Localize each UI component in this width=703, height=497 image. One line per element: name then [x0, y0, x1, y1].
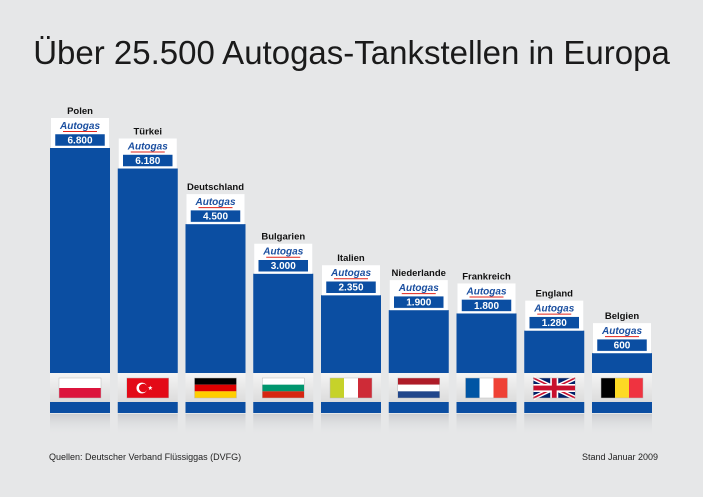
bar-footer — [117, 402, 178, 413]
bar-reflection — [185, 414, 246, 436]
autogas-logo-text: Autogas — [330, 268, 371, 279]
bar-england — [524, 330, 585, 373]
value-label: 4.500 — [203, 212, 228, 223]
turkey-flag — [126, 377, 169, 399]
bar-footer — [50, 402, 110, 413]
value-label: 1.800 — [474, 301, 499, 312]
chart-title: Über 25.500 Autogas-Tankstellen in Europ… — [33, 34, 670, 71]
bar-reflection — [117, 414, 178, 436]
bar-reflection — [253, 414, 314, 436]
value-box — [325, 280, 377, 294]
bar-bulgarien — [253, 273, 314, 373]
bar-footer — [592, 402, 652, 413]
bar-footer — [185, 402, 246, 413]
bar-reflection — [388, 414, 449, 436]
bar-belgien — [592, 353, 652, 373]
value-label: 1.900 — [406, 298, 431, 309]
bar-reflection — [524, 414, 585, 436]
value-box — [461, 299, 512, 312]
france-flag — [465, 377, 508, 399]
category-label: Belgien — [605, 311, 640, 322]
value-label: 6.180 — [135, 156, 160, 167]
category-label: Polen — [67, 106, 93, 117]
bar-footer — [253, 402, 314, 413]
value-box — [122, 154, 173, 167]
bar-frankreich — [456, 313, 517, 373]
autogas-logo-text: Autogas — [533, 304, 574, 315]
value-box — [258, 259, 309, 272]
category-label: Bulgarien — [261, 232, 305, 243]
bulgaria-flag — [262, 377, 305, 399]
autogas-logo-text: Autogas — [127, 142, 168, 153]
category-label: Türkei — [133, 127, 162, 138]
bar-deutschland — [185, 224, 246, 373]
bar-footer — [524, 402, 585, 413]
bar-niederlande — [388, 310, 449, 373]
value-box — [529, 316, 580, 329]
autogas-logo-text: Autogas — [466, 286, 507, 297]
italy-flag — [329, 377, 373, 399]
netherlands-flag — [397, 377, 440, 399]
value-label: 2.350 — [338, 283, 363, 294]
bar-reflection — [321, 414, 381, 436]
category-label: Deutschland — [187, 182, 244, 193]
poland-flag — [58, 377, 102, 399]
category-label: England — [536, 289, 574, 300]
uk-flag — [532, 375, 577, 401]
bar-reflection — [50, 414, 110, 436]
bar-footer — [456, 402, 517, 413]
value-box — [596, 338, 648, 352]
value-box — [393, 295, 444, 309]
value-label: 1.280 — [542, 318, 567, 329]
autogas-logo-text: Autogas — [398, 283, 439, 294]
value-label: 600 — [614, 341, 631, 352]
category-label: Frankreich — [462, 271, 511, 282]
category-label: Italien — [337, 253, 365, 264]
bar-reflection — [456, 414, 517, 436]
source-note: Quellen: Deutscher Verband Flüssiggas (D… — [49, 452, 242, 462]
autogas-logo-text: Autogas — [601, 326, 642, 337]
belgium-flag — [600, 377, 644, 399]
bar-footer — [388, 402, 449, 413]
date-note: Stand Januar 2009 — [581, 452, 658, 462]
bar-italien — [321, 295, 381, 373]
autogas-logo-text: Autogas — [262, 247, 303, 258]
germany-flag — [194, 377, 237, 399]
bar-polen — [50, 148, 110, 373]
value-box — [54, 133, 106, 147]
autogas-logo-text: Autogas — [195, 197, 236, 208]
value-label: 6.800 — [67, 136, 92, 147]
value-box — [190, 209, 241, 223]
bar-türkei — [117, 168, 178, 373]
value-label: 3.000 — [271, 261, 296, 272]
bar-reflection — [592, 414, 652, 436]
category-label: Niederlande — [392, 268, 446, 279]
bar-footer — [321, 402, 381, 413]
autogas-logo-text: Autogas — [59, 121, 100, 132]
